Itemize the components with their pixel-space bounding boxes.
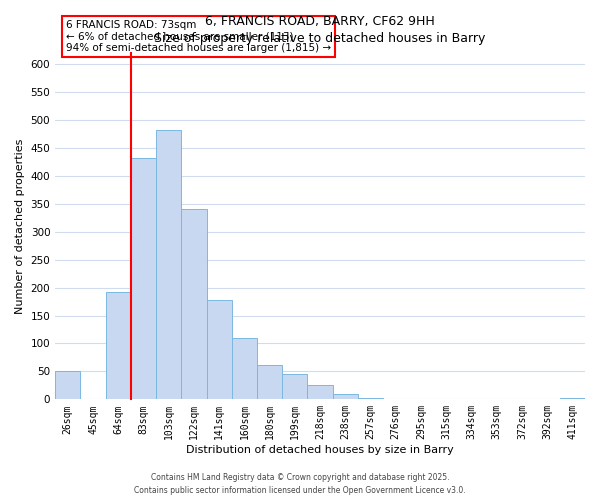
Bar (509, 399, 535, 400)
Bar (206, 300, 232, 400)
Bar (383, 399, 409, 400)
Text: 6 FRANCIS ROAD: 73sqm
← 6% of detached houses are smaller (113)
94% of semi-deta: 6 FRANCIS ROAD: 73sqm ← 6% of detached h… (66, 20, 331, 53)
Bar (232, 338, 257, 400)
Bar (560, 398, 585, 400)
Bar (358, 398, 383, 400)
Bar (156, 130, 181, 400)
Bar (131, 158, 156, 400)
Bar (282, 374, 307, 400)
Bar (106, 292, 131, 400)
Bar (55, 372, 80, 400)
Title: 6, FRANCIS ROAD, BARRY, CF62 9HH
Size of property relative to detached houses in: 6, FRANCIS ROAD, BARRY, CF62 9HH Size of… (154, 15, 486, 45)
Bar (332, 394, 358, 400)
X-axis label: Distribution of detached houses by size in Barry: Distribution of detached houses by size … (186, 445, 454, 455)
Bar (307, 386, 332, 400)
Bar (409, 399, 434, 400)
Bar (181, 210, 206, 400)
Y-axis label: Number of detached properties: Number of detached properties (15, 138, 25, 314)
Bar (257, 364, 282, 400)
Text: Contains HM Land Registry data © Crown copyright and database right 2025.
Contai: Contains HM Land Registry data © Crown c… (134, 474, 466, 495)
